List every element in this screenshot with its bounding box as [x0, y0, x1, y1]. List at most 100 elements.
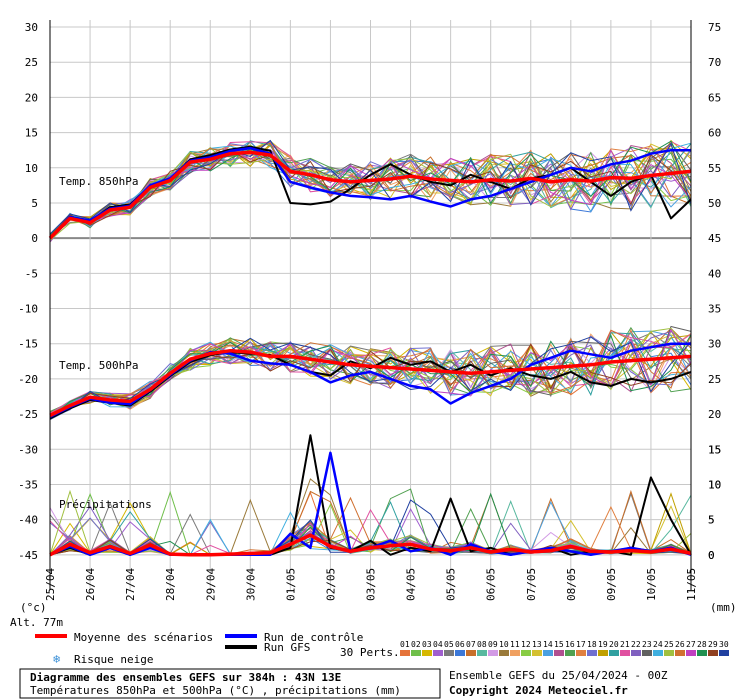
- pert-number: 10: [499, 640, 509, 649]
- left-tick-label: 5: [31, 197, 38, 210]
- pert-number: 11: [510, 640, 520, 649]
- right-tick-label: 25: [708, 373, 721, 386]
- pert-number: 15: [554, 640, 564, 649]
- pert-number: 22: [631, 640, 641, 649]
- ensemble-member-line: [49, 336, 692, 420]
- date-tick-label: 26/04: [84, 568, 97, 601]
- date-tick-label: 29/04: [204, 568, 217, 601]
- pert-swatch: [609, 650, 619, 656]
- ensemble-member-precip: [49, 504, 692, 556]
- left-tick-label: 0: [31, 232, 38, 245]
- right-tick-label: 30: [708, 338, 721, 351]
- pert-swatch: [422, 650, 432, 656]
- pert-number: 06: [455, 640, 465, 649]
- pert-swatch: [587, 650, 597, 656]
- pert-swatch: [719, 650, 729, 656]
- pert-swatch: [620, 650, 630, 656]
- ensemble-member-line: [49, 330, 692, 414]
- date-tick-label: 04/05: [405, 568, 418, 601]
- date-tick-label: 08/05: [565, 568, 578, 601]
- legend-snow-label: Risque neige: [74, 653, 153, 666]
- pert-swatch: [400, 650, 410, 656]
- pert-swatch: [433, 650, 443, 656]
- precip-tick-label: 15: [708, 443, 721, 456]
- left-tick-label: -40: [18, 514, 38, 527]
- ensemble-member-line: [49, 140, 692, 236]
- ensemble-member-line: [49, 142, 692, 236]
- right-tick-label: 15: [708, 443, 721, 456]
- pert-swatch: [708, 650, 718, 656]
- pert-number: 24: [653, 640, 663, 649]
- ensemble-member-line: [49, 149, 692, 237]
- precip-tick-label: 0: [708, 549, 715, 562]
- left-tick-label: -10: [18, 303, 38, 316]
- pert-number: 04: [433, 640, 443, 649]
- pert-swatch: [488, 650, 498, 656]
- pert-number: 21: [620, 640, 630, 649]
- pert-swatch: [664, 650, 674, 656]
- pert-swatch: [675, 650, 685, 656]
- label-temp-500: Temp. 500hPa: [59, 359, 138, 372]
- pert-swatch: [576, 650, 586, 656]
- right-tick-label: 0: [708, 549, 715, 562]
- pert-number: 12: [521, 640, 531, 649]
- right-tick-label: 55: [708, 162, 721, 175]
- pert-number: 26: [675, 640, 685, 649]
- pert-swatch: [697, 650, 707, 656]
- copyright: Copyright 2024 Meteociel.fr: [449, 684, 628, 697]
- pert-number: 05: [444, 640, 454, 649]
- pert-number: 25: [664, 640, 674, 649]
- precip-tick-label: 5: [708, 514, 715, 527]
- left-tick-label: 30: [25, 21, 38, 34]
- left-tick-label: 20: [25, 91, 38, 104]
- left-tick-label: 25: [25, 56, 38, 69]
- right-tick-label: 35: [708, 303, 721, 316]
- pert-number: 17: [576, 640, 586, 649]
- date-tick-label: 28/04: [164, 568, 177, 601]
- right-tick-label: 60: [708, 127, 721, 140]
- pert-swatch: [532, 650, 542, 656]
- date-tick-label: 05/05: [445, 568, 458, 601]
- pert-number: 29: [708, 640, 718, 649]
- date-tick-label: 03/05: [365, 568, 378, 601]
- pert-number: 07: [466, 640, 476, 649]
- control-line-850: [49, 146, 691, 239]
- legend-control-label: Run de contrôle: [264, 631, 363, 644]
- pert-swatch: [521, 650, 531, 656]
- right-tick-label: 45: [708, 232, 721, 245]
- right-axis-unit: (mm): [710, 601, 737, 614]
- right-tick-label: 40: [708, 267, 721, 280]
- date-tick-label: 07/05: [525, 568, 538, 601]
- date-tick-label: 09/05: [605, 568, 618, 601]
- pert-number: 01: [400, 640, 410, 649]
- pert-number: 18: [587, 640, 597, 649]
- pert-number: 02: [411, 640, 421, 649]
- legend-perts-label: 30 Perts.: [340, 646, 400, 659]
- right-tick-label: 65: [708, 91, 721, 104]
- pert-number: 03: [422, 640, 432, 649]
- left-tick-label: -45: [18, 549, 38, 562]
- date-tick-label: 27/04: [124, 568, 137, 601]
- left-tick-label: -5: [25, 267, 38, 280]
- pert-swatch: [466, 650, 476, 656]
- pert-number: 19: [598, 640, 608, 649]
- pert-number: 27: [686, 640, 696, 649]
- mean-line-precip: [49, 533, 692, 557]
- pert-swatch: [499, 650, 509, 656]
- pert-number: 13: [532, 640, 542, 649]
- pert-swatch: [565, 650, 575, 656]
- pert-number: 09: [488, 640, 498, 649]
- legend-gfs-label: Run GFS: [264, 641, 310, 654]
- left-tick-label: 15: [25, 127, 38, 140]
- right-tick-label: 10: [708, 478, 721, 491]
- left-tick-label: -35: [18, 478, 38, 491]
- right-tick-label: 20: [708, 408, 721, 421]
- legend: Moyenne des scénarios Run de contrôle Ru…: [35, 631, 729, 666]
- left-tick-label: -30: [18, 443, 38, 456]
- pert-swatch: [598, 650, 608, 656]
- snowflake-icon: ❄: [53, 652, 60, 666]
- pert-swatch: [554, 650, 564, 656]
- left-tick-label: -20: [18, 373, 38, 386]
